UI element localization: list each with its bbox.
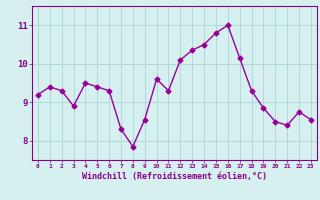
X-axis label: Windchill (Refroidissement éolien,°C): Windchill (Refroidissement éolien,°C) bbox=[82, 172, 267, 181]
